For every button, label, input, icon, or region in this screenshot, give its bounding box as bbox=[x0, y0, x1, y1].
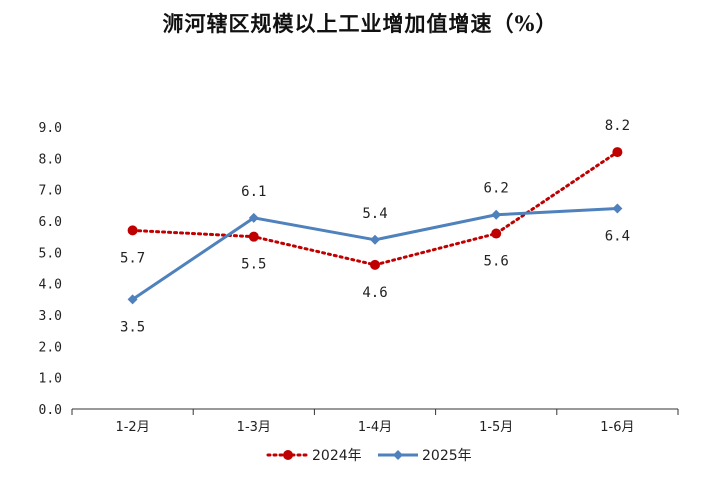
data-label: 5.7 bbox=[120, 250, 145, 266]
y-tick-label: 9.0 bbox=[39, 121, 62, 136]
data-labels: 5.7 5.5 4.6 5.6 8.2 3.5 6.1 5.4 6.2 6.4 bbox=[120, 118, 630, 335]
x-axis-labels: 1-2月 1-3月 1-4月 1-5月 1-6月 bbox=[115, 420, 634, 435]
data-label: 6.2 bbox=[484, 181, 509, 197]
y-tick-label: 7.0 bbox=[39, 184, 62, 199]
y-tick-label: 1.0 bbox=[39, 372, 62, 387]
x-tick-label: 1-3月 bbox=[237, 420, 271, 435]
data-label: 5.5 bbox=[241, 257, 266, 273]
x-tick-label: 1-5月 bbox=[479, 420, 513, 435]
legend-label: 2024年 bbox=[312, 448, 362, 464]
data-point bbox=[127, 225, 138, 236]
x-tick-label: 1-6月 bbox=[600, 420, 634, 435]
data-point bbox=[248, 212, 259, 223]
data-label: 6.1 bbox=[241, 184, 266, 200]
y-tick-label: 6.0 bbox=[39, 215, 62, 230]
data-point bbox=[612, 147, 623, 158]
y-tick-label: 0.0 bbox=[39, 403, 62, 418]
data-point bbox=[127, 294, 138, 305]
y-tick-label: 3.0 bbox=[39, 309, 62, 324]
y-tick-label: 2.0 bbox=[39, 340, 62, 355]
data-label: 4.6 bbox=[362, 285, 387, 301]
data-label: 8.2 bbox=[605, 118, 630, 134]
y-tick-label: 4.0 bbox=[39, 278, 62, 293]
data-point bbox=[248, 231, 259, 242]
legend-marker bbox=[283, 450, 293, 460]
data-point bbox=[491, 228, 502, 239]
data-point bbox=[370, 234, 380, 245]
data-point bbox=[612, 203, 623, 214]
legend-label: 2025年 bbox=[422, 448, 472, 464]
legend: 2024年 2025年 bbox=[266, 448, 472, 464]
series-layer bbox=[127, 147, 623, 305]
data-label: 3.5 bbox=[120, 319, 145, 335]
y-tick-label: 5.0 bbox=[39, 246, 62, 261]
chart-title: 浉河辖区规模以上工业增加值增速（%） bbox=[162, 11, 558, 36]
data-point bbox=[491, 209, 502, 220]
data-label: 5.4 bbox=[362, 206, 387, 222]
x-tick-label: 1-2月 bbox=[115, 420, 149, 435]
data-label: 6.4 bbox=[605, 228, 630, 244]
data-label: 5.6 bbox=[484, 254, 509, 270]
y-axis-labels: 0.0 1.0 2.0 3.0 4.0 5.0 6.0 7.0 8.0 9.0 bbox=[39, 121, 62, 418]
x-tick-label: 1-4月 bbox=[358, 420, 392, 435]
data-point bbox=[370, 259, 380, 270]
chart-axes bbox=[71, 408, 679, 415]
legend-marker bbox=[393, 450, 403, 460]
y-tick-label: 8.0 bbox=[39, 152, 62, 167]
